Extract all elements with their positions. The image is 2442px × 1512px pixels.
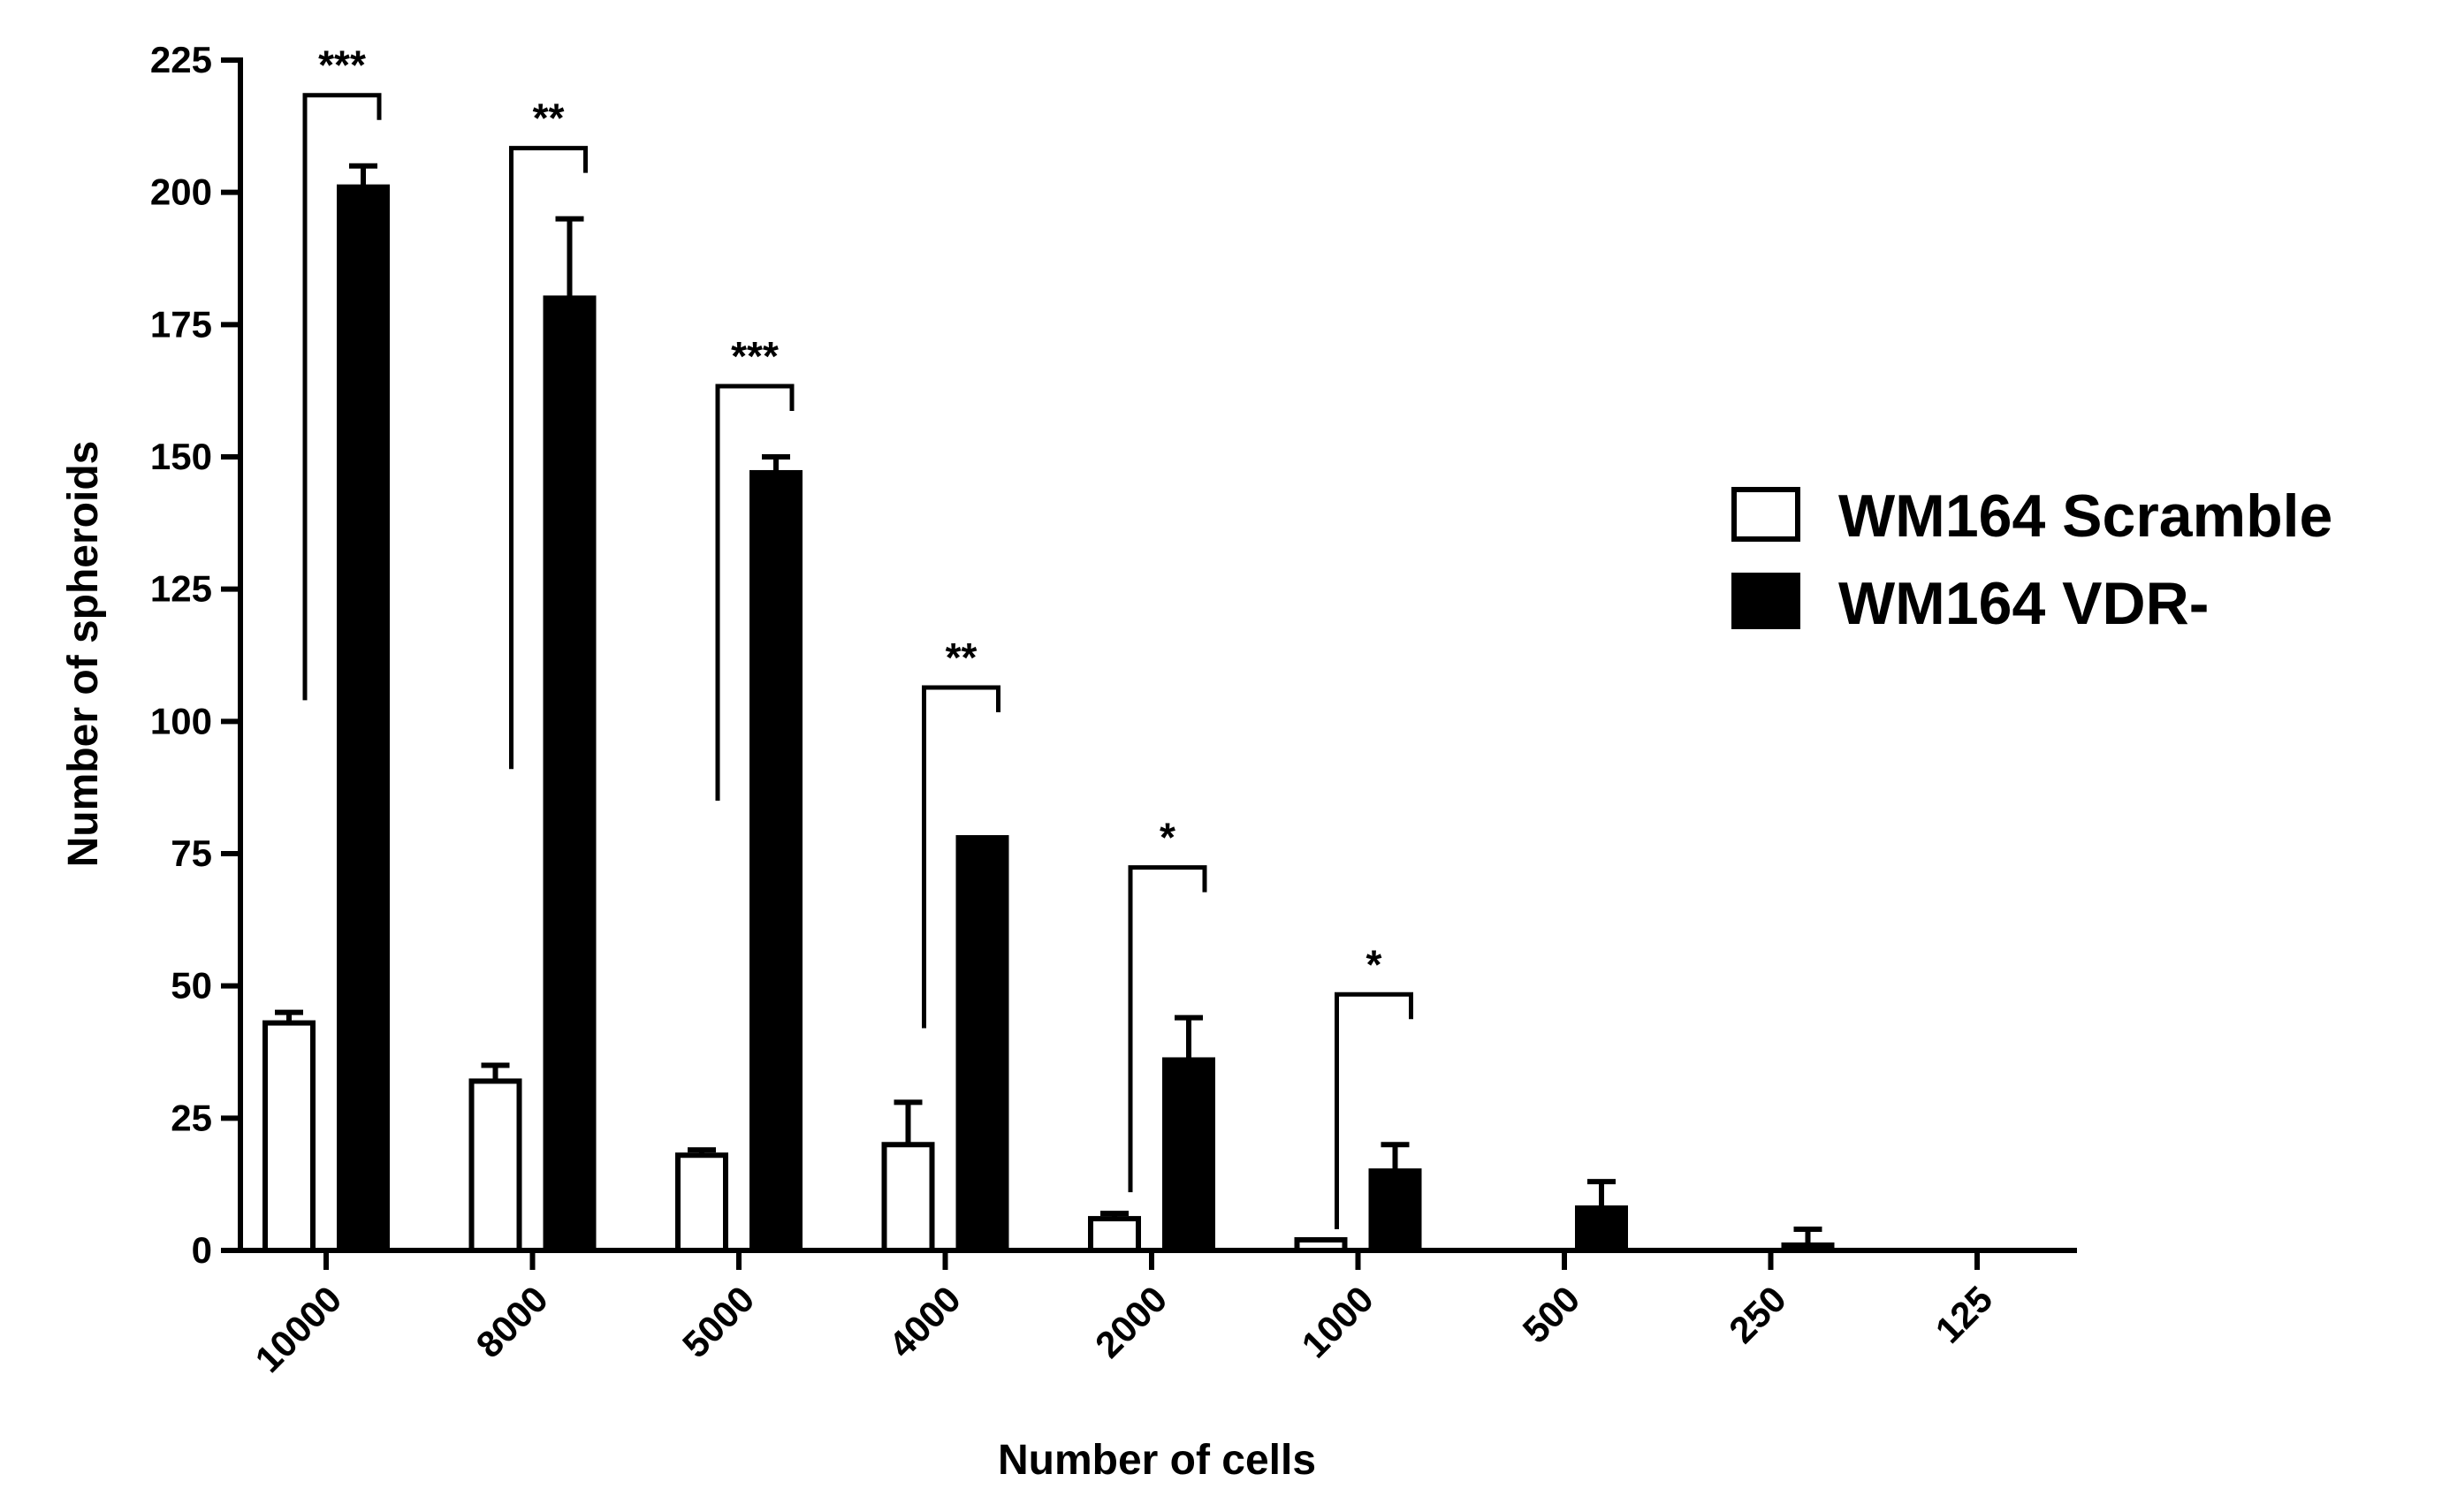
significance-label: **	[533, 95, 565, 141]
y-tick-label: 175	[150, 303, 212, 345]
bar-vdr	[337, 184, 390, 1253]
bar-vdr	[543, 295, 597, 1253]
x-tick-label: 2000	[1087, 1278, 1175, 1365]
y-tick-label: 0	[192, 1229, 212, 1271]
legend: WM164 Scramble WM164 VDR-	[1731, 482, 2332, 637]
significance-label: *	[1160, 815, 1175, 861]
y-tick-label: 25	[171, 1097, 212, 1138]
legend-swatch-scramble	[1731, 487, 1800, 542]
bar-vdr	[749, 469, 803, 1253]
bar-scramble	[1294, 1237, 1348, 1253]
x-tick-label: 4000	[881, 1278, 969, 1365]
error-bars	[275, 163, 1822, 1246]
x-tick-label: 5000	[674, 1278, 762, 1365]
legend-swatch-vdr	[1731, 573, 1800, 629]
bar-scramble	[262, 1020, 316, 1254]
y-tick-label: 150	[150, 436, 212, 477]
legend-label-vdr: WM164 VDR-	[1838, 570, 2209, 637]
bar-vdr	[1575, 1205, 1628, 1254]
y-tick-label: 50	[171, 965, 212, 1007]
significance-bracket	[509, 146, 588, 770]
bars	[262, 184, 1835, 1254]
significance-label: ***	[318, 42, 366, 88]
significance-label: *	[1366, 941, 1382, 987]
y-tick-label: 200	[150, 171, 212, 213]
x-axis-title: Number of cells	[998, 1437, 1316, 1484]
significance-bracket	[715, 384, 795, 802]
x-tick-label: 125	[1928, 1278, 2001, 1351]
significance-bracket	[1128, 865, 1207, 1193]
x-tick-label: 1000	[1294, 1278, 1381, 1365]
significance-label: **	[946, 634, 978, 680]
bar-scramble	[468, 1078, 522, 1253]
y-tick-label: 125	[150, 568, 212, 610]
bar-vdr	[1368, 1168, 1422, 1253]
bar-vdr	[1162, 1057, 1215, 1253]
x-tick-label: 8000	[468, 1278, 556, 1365]
significance-bracket	[922, 685, 1000, 1029]
y-axis-title: Number of spheroids	[60, 441, 107, 868]
significance-bracket	[1335, 992, 1413, 1230]
y-tick-label: 225	[150, 39, 212, 80]
bar-vdr	[1781, 1242, 1835, 1253]
x-tick-label: 500	[1515, 1278, 1588, 1351]
x-tick-label: 10000	[247, 1278, 350, 1380]
significance-label: ***	[731, 333, 779, 379]
legend-label-scramble: WM164 Scramble	[1838, 482, 2332, 550]
x-tick-label: 250	[1721, 1278, 1794, 1351]
y-tick-label: 100	[150, 700, 212, 741]
y-tick-label: 75	[171, 832, 212, 874]
significance-bracket	[302, 93, 382, 701]
tick-labels: 0 25 50 75 100 125 150 175 200 225 10000 8000 5000 40…	[150, 39, 2000, 1380]
bar-scramble	[881, 1142, 935, 1254]
bar-scramble	[675, 1152, 728, 1253]
significance-brackets: ************	[302, 42, 1413, 1230]
bar-vdr	[955, 835, 1009, 1253]
bar-scramble	[1088, 1216, 1141, 1253]
